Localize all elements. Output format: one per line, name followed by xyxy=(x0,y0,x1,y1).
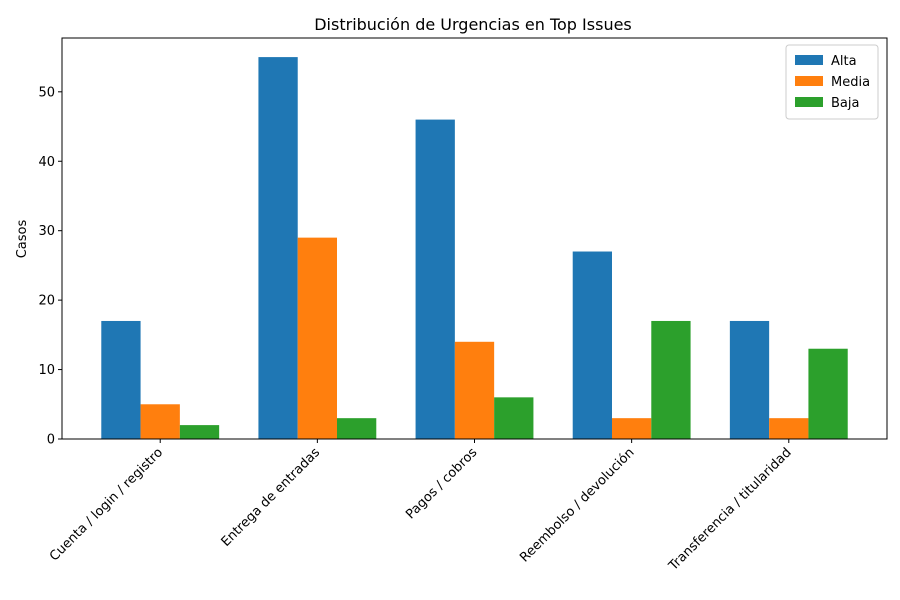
y-axis-label: Casos xyxy=(15,220,30,259)
plot-area: 0 10 20 30 40 50 Cuenta / login / registro Entr… xyxy=(38,37,888,574)
y-tick-label-40: 40 xyxy=(38,155,55,170)
bar-baja-1 xyxy=(337,418,377,439)
legend: Alta Media Baja xyxy=(785,44,879,120)
y-tick-label-30: 30 xyxy=(38,224,55,239)
bar-baja-4 xyxy=(808,348,848,439)
x-tick-label-1: Entrega de entradas xyxy=(219,445,324,550)
x-tick-label-0: Cuenta / login / registro xyxy=(47,445,166,564)
x-tick-label-3: Reembolso / devolución xyxy=(517,445,637,565)
legend-swatch-baja xyxy=(795,97,823,107)
legend-label-media: Media xyxy=(831,75,870,90)
bar-alta-2 xyxy=(415,119,455,439)
bar-alta-4 xyxy=(729,320,770,439)
x-tick-label-2: Pagos / cobros xyxy=(403,445,480,522)
y-tick-label-20: 20 xyxy=(38,294,55,309)
bar-baja-0 xyxy=(179,425,220,439)
legend-swatch-alta xyxy=(795,55,823,65)
x-tick-label-4: Transferencia / titularidad xyxy=(665,445,794,574)
y-tick-label-10: 10 xyxy=(38,363,55,378)
bar-media-3 xyxy=(612,418,652,439)
bar-alta-1 xyxy=(258,57,298,439)
legend-swatch-media xyxy=(795,76,823,86)
y-tick-label-50: 50 xyxy=(38,85,55,100)
legend-label-alta: Alta xyxy=(831,54,857,69)
bar-baja-2 xyxy=(494,397,534,439)
bar-alta-0 xyxy=(101,320,141,439)
bar-alta-3 xyxy=(572,251,612,439)
y-tick-label-0: 0 xyxy=(47,433,55,448)
bar-media-0 xyxy=(140,404,180,439)
bar-media-4 xyxy=(769,418,809,439)
bar-media-1 xyxy=(297,237,337,439)
bar-baja-3 xyxy=(651,320,691,439)
legend-label-baja: Baja xyxy=(831,96,859,111)
chart-title: Distribución de Urgencias en Top Issues xyxy=(314,15,632,34)
bar-media-2 xyxy=(454,341,495,439)
